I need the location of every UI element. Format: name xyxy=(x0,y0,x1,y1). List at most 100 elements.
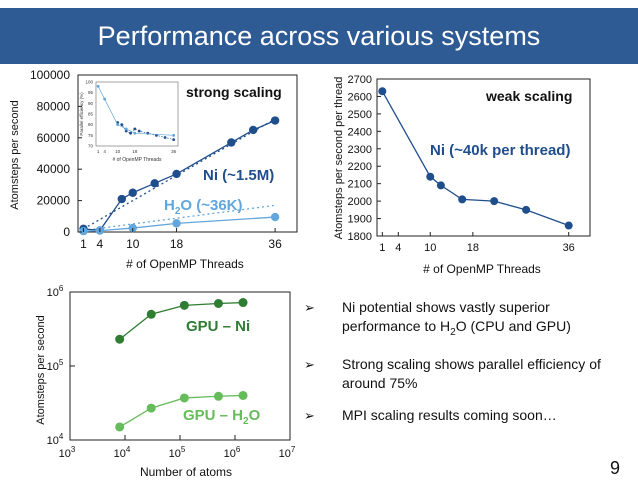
weak-point-0 xyxy=(522,205,531,214)
strong-ytick-label: 20000 xyxy=(37,194,71,208)
weak-series-line-0 xyxy=(381,90,569,227)
weak-xtick-label: 1 xyxy=(379,242,385,254)
strong-legend-ni: Ni (~1.5M) xyxy=(203,167,274,184)
strong-point-0 xyxy=(150,179,159,188)
gpu-ytick-label: 104 xyxy=(47,432,64,447)
strong-point-0 xyxy=(227,138,236,147)
weak-xlabel: # of OpenMP Threads xyxy=(423,262,541,276)
strong-point-0 xyxy=(172,169,181,179)
inset-point-1 xyxy=(133,131,137,135)
inset-ytick-label: 95 xyxy=(88,90,94,95)
strong-ytick-label: 80000 xyxy=(37,99,71,113)
gpu-series-line-1 xyxy=(119,394,244,428)
strong-point-1 xyxy=(270,212,280,222)
inset-ytick-label: 100 xyxy=(85,80,93,85)
weak-ytick-label: 2000 xyxy=(348,196,372,208)
strong-point-0 xyxy=(270,116,280,125)
weak-point-0 xyxy=(426,172,435,181)
weak-ytick-label: 2500 xyxy=(348,109,372,121)
inset-point-0 xyxy=(116,121,119,124)
bullet-text-end: O (CPU and GPU) xyxy=(455,318,571,334)
gpu-point-1 xyxy=(213,391,223,401)
gpu-point-1 xyxy=(115,422,125,432)
gpu-point-0 xyxy=(179,300,189,310)
strong-point-0 xyxy=(249,125,258,135)
weak-ytick-label: 2400 xyxy=(348,126,372,138)
inset-point-0 xyxy=(129,131,132,135)
bullet-text: MPI scaling results coming soon… xyxy=(342,406,557,423)
gpu-point-0 xyxy=(213,298,223,308)
inset-xtick-label: 4 xyxy=(103,149,106,154)
slide-title: Performance across various systems xyxy=(97,21,541,51)
strong-xtick-label: 4 xyxy=(97,237,104,251)
inset-xlabel: # of OpenMP Threads xyxy=(112,157,162,163)
weak-point-0 xyxy=(490,197,499,206)
inset-point-0 xyxy=(124,129,128,133)
inset-series-line-1 xyxy=(97,86,174,136)
gpu-ylabel: Atomsteps per second xyxy=(35,315,47,424)
weak-xtick-label: 18 xyxy=(467,242,479,254)
strong-ylabel: Atomsteps per second xyxy=(9,100,21,209)
weak-legend-ni: Ni (~40k per thread) xyxy=(430,142,570,159)
strong-point-0 xyxy=(117,194,127,204)
bullet-text: Strong scaling shows parallel efficiency… xyxy=(342,355,601,391)
strong-point-1 xyxy=(95,226,105,235)
gpu-point-0 xyxy=(115,334,125,344)
gpu-xlabel: Number of atoms xyxy=(140,465,232,479)
weak-xtick-label: 10 xyxy=(424,242,436,254)
weak-point-0 xyxy=(458,195,467,204)
weak-point-0 xyxy=(564,221,573,230)
strong-point-0 xyxy=(79,224,88,234)
strong-xtick-label: 10 xyxy=(126,237,140,251)
weak-ytick-label: 2300 xyxy=(348,144,372,156)
strong-ideal-line-0 xyxy=(83,118,276,230)
bullet-item: ➢ Ni potential shows vastly superior per… xyxy=(302,298,632,342)
inset-ytick-label: 70 xyxy=(88,144,94,149)
strong-title: strong scaling xyxy=(186,84,282,100)
arrow-bullet-icon: ➢ xyxy=(304,300,315,315)
inset-xtick-label: 1 xyxy=(97,149,100,154)
weak-ytick-label: 2200 xyxy=(348,161,372,173)
gpu-xtick-label: 103 xyxy=(59,445,76,460)
gpu-point-1 xyxy=(238,390,248,400)
inset-ylabel: Parallel efficiency (%) xyxy=(79,92,84,136)
inset-point-0 xyxy=(163,136,167,139)
bullet-item: ➢ MPI scaling results coming soon… xyxy=(302,406,632,425)
gpu-xtick-label: 105 xyxy=(169,445,186,460)
inset-point-1 xyxy=(96,84,100,88)
inset-point-0 xyxy=(146,131,150,135)
weak-xtick-label: 36 xyxy=(563,242,575,254)
inset-ytick-label: 75 xyxy=(88,133,94,138)
gpu-point-1 xyxy=(146,403,156,413)
gpu-legend-ni: GPU – Ni xyxy=(186,318,250,335)
strong-ytick-label: 60000 xyxy=(37,131,71,145)
title-bar: Performance across various systems xyxy=(0,8,638,64)
inset-xtick-label: 18 xyxy=(132,149,138,154)
weak-ytick-label: 2100 xyxy=(348,179,372,191)
weak-ytick-label: 2700 xyxy=(348,74,372,86)
strong-series-line-1 xyxy=(83,216,276,232)
inset-point-1 xyxy=(124,127,128,131)
weak-ylabel: Atomsteps per second per thread xyxy=(333,77,345,240)
inset-ytick-label: 90 xyxy=(88,101,94,106)
gpu-plot-frame xyxy=(69,291,291,441)
gpu-ytick-label: 106 xyxy=(47,284,64,299)
inset-xtick-label: 10 xyxy=(115,149,121,154)
inset-point-1 xyxy=(172,133,176,137)
gpu-ytick-label: 105 xyxy=(47,358,64,373)
inset-point-1 xyxy=(116,123,119,127)
strong-plot-frame xyxy=(77,74,298,233)
strong-point-0 xyxy=(95,226,105,235)
inset-point-0 xyxy=(137,129,141,133)
weak-xtick-label: 4 xyxy=(395,242,401,254)
bullet-item: ➢ Strong scaling shows parallel efficien… xyxy=(302,355,632,393)
strong-ideal-line-1 xyxy=(83,204,276,232)
strong-point-0 xyxy=(128,188,137,197)
gpu-point-0 xyxy=(238,298,248,308)
inset-point-0 xyxy=(155,133,158,137)
strong-point-1 xyxy=(79,227,88,236)
gpu-xtick-label: 104 xyxy=(114,445,131,460)
inset-ytick-label: 85 xyxy=(88,112,94,117)
inset-point-0 xyxy=(120,123,124,127)
weak-plot-frame xyxy=(376,78,591,237)
